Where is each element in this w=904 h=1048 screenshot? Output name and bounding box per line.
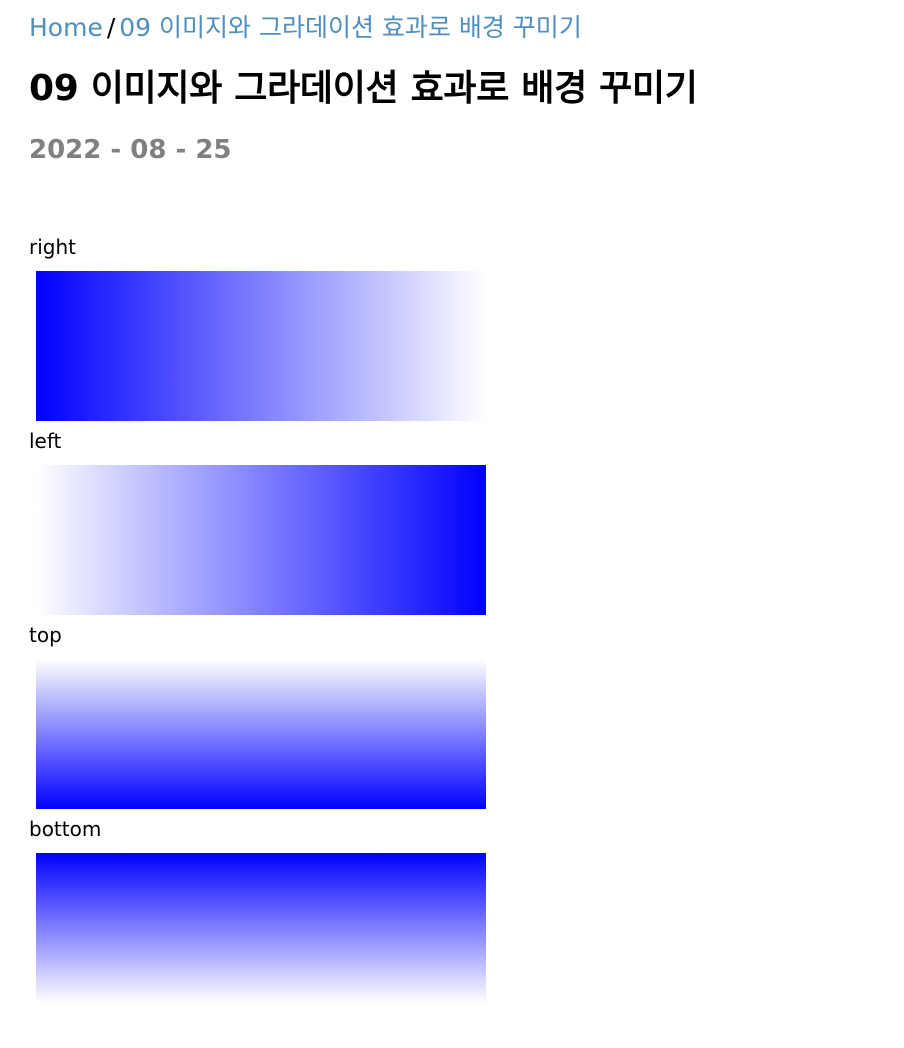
breadcrumb-home-link[interactable]: Home xyxy=(29,13,103,42)
page-title: 09 이미지와 그라데이션 효과로 배경 꾸미기 xyxy=(29,68,698,109)
breadcrumb-separator: / xyxy=(106,13,116,42)
gradient-label-bottom: bottom xyxy=(29,817,102,841)
breadcrumb-current-link[interactable]: 09 이미지와 그라데이션 효과로 배경 꾸미기 xyxy=(119,13,582,42)
gradient-box-bottom xyxy=(36,853,486,1003)
post-date: 2022 - 08 - 25 xyxy=(29,135,232,165)
gradient-label-left: left xyxy=(29,429,62,453)
gradient-box-top xyxy=(36,659,486,809)
gradient-box-left xyxy=(36,465,486,615)
breadcrumb: Home/09 이미지와 그라데이션 효과로 배경 꾸미기 xyxy=(29,11,582,45)
gradient-label-top: top xyxy=(29,623,62,647)
gradient-box-right xyxy=(36,271,486,421)
gradient-label-right: right xyxy=(29,235,76,259)
